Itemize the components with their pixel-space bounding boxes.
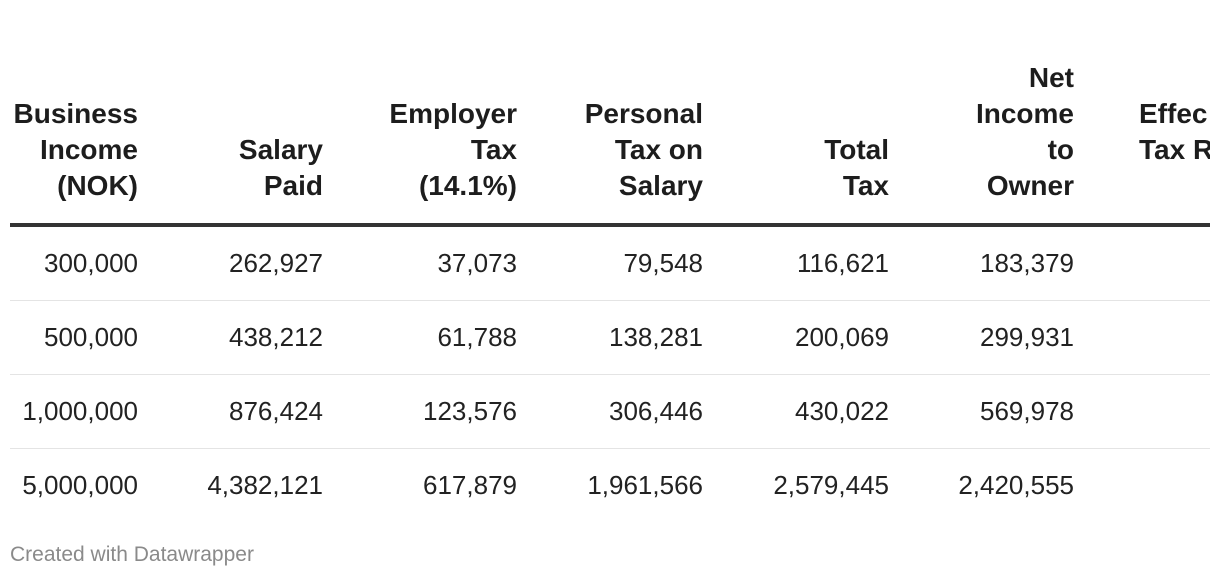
table-cell: 430,022 xyxy=(703,374,889,449)
table-row: 300,000 262,927 37,073 79,548 116,621 18… xyxy=(10,225,1210,301)
header-line: Income xyxy=(975,98,1074,129)
tax-table: Business Income (NOK) Salary Paid Employ… xyxy=(10,0,1210,515)
table-row: 1,000,000 876,424 123,576 306,446 430,02… xyxy=(10,374,1210,449)
table-cell: 300,000 xyxy=(10,225,138,301)
header-line: Total xyxy=(824,134,889,165)
header-line: Personal xyxy=(584,98,703,129)
col-header-total-tax[interactable]: Total Tax xyxy=(703,0,889,227)
header-line: Tax xyxy=(842,170,889,201)
header-line: to xyxy=(1047,134,1074,165)
col-header-employer-tax[interactable]: Employer Tax (14.1%) xyxy=(323,0,517,227)
table-cell: 61,788 xyxy=(323,300,517,375)
table-cell: 183,379 xyxy=(889,225,1074,301)
table-cell: 876,424 xyxy=(138,374,323,449)
table-cell: 262,927 xyxy=(138,225,323,301)
data-table-container: Business Income (NOK) Salary Paid Employ… xyxy=(10,0,1210,515)
table-cell xyxy=(1074,225,1210,301)
table-cell: 37,073 xyxy=(323,225,517,301)
table-cell: 1,000,000 xyxy=(10,374,138,449)
table-cell: 438,212 xyxy=(138,300,323,375)
table-cell: 500,000 xyxy=(10,300,138,375)
table-body: 300,000 262,927 37,073 79,548 116,621 18… xyxy=(10,225,1210,515)
table-cell: 138,281 xyxy=(517,300,703,375)
header-line: Income xyxy=(39,134,138,165)
datawrapper-credit[interactable]: Created with Datawrapper xyxy=(10,543,254,566)
table-cell: 1,961,566 xyxy=(587,470,703,500)
col-header-business-income[interactable]: Business Income (NOK) xyxy=(10,0,139,227)
header-row: Business Income (NOK) Salary Paid Employ… xyxy=(10,0,1210,227)
table-cell: 123,576 xyxy=(323,374,517,449)
table-cell: 299,931 xyxy=(889,300,1074,375)
col-header-net-income[interactable]: Net Income to Owner xyxy=(889,0,1074,227)
header-line: Employer xyxy=(389,98,517,129)
table-cell: 569,978 xyxy=(889,374,1074,449)
table-header: Business Income (NOK) Salary Paid Employ… xyxy=(10,0,1210,227)
table-cell: 200,069 xyxy=(703,300,889,375)
table-row: 500,000 438,212 61,788 138,281 200,069 2… xyxy=(10,300,1210,375)
header-line: Effec xyxy=(1139,98,1208,129)
header-line: Paid xyxy=(263,170,323,201)
table-cell xyxy=(1074,374,1210,449)
header-line: Salary xyxy=(618,170,703,201)
table-cell: 116,621 xyxy=(703,225,889,301)
header-line: Tax on xyxy=(614,134,703,165)
table-cell: 2,420,555 xyxy=(958,470,1074,500)
header-line: Salary xyxy=(238,134,323,165)
table-cell xyxy=(1074,449,1210,516)
header-line: Business xyxy=(13,98,139,129)
header-line: Owner xyxy=(986,170,1074,201)
table-cell: 306,446 xyxy=(517,374,703,449)
header-line: Tax xyxy=(470,134,517,165)
header-line: (NOK) xyxy=(57,170,138,201)
table-cell: 617,879 xyxy=(423,470,517,500)
table-row: 5,000,000 4,382,121 617,879 1,961,566 2,… xyxy=(10,449,1210,516)
table-cell: 5,000,000 xyxy=(22,470,138,500)
table-cell: 79,548 xyxy=(517,225,703,301)
col-header-personal-tax[interactable]: Personal Tax on Salary xyxy=(517,0,703,227)
table-cell: 2,579,445 xyxy=(773,470,889,500)
table-cell xyxy=(1074,300,1210,375)
header-line: (14.1%) xyxy=(418,170,517,201)
table-cell: 4,382,121 xyxy=(207,470,323,500)
header-line: Net xyxy=(1028,62,1074,93)
col-header-effective-tax-rate[interactable]: Effec Tax R xyxy=(1074,0,1210,227)
col-header-salary-paid[interactable]: Salary Paid xyxy=(138,0,323,227)
header-line: Tax R xyxy=(1139,134,1210,165)
